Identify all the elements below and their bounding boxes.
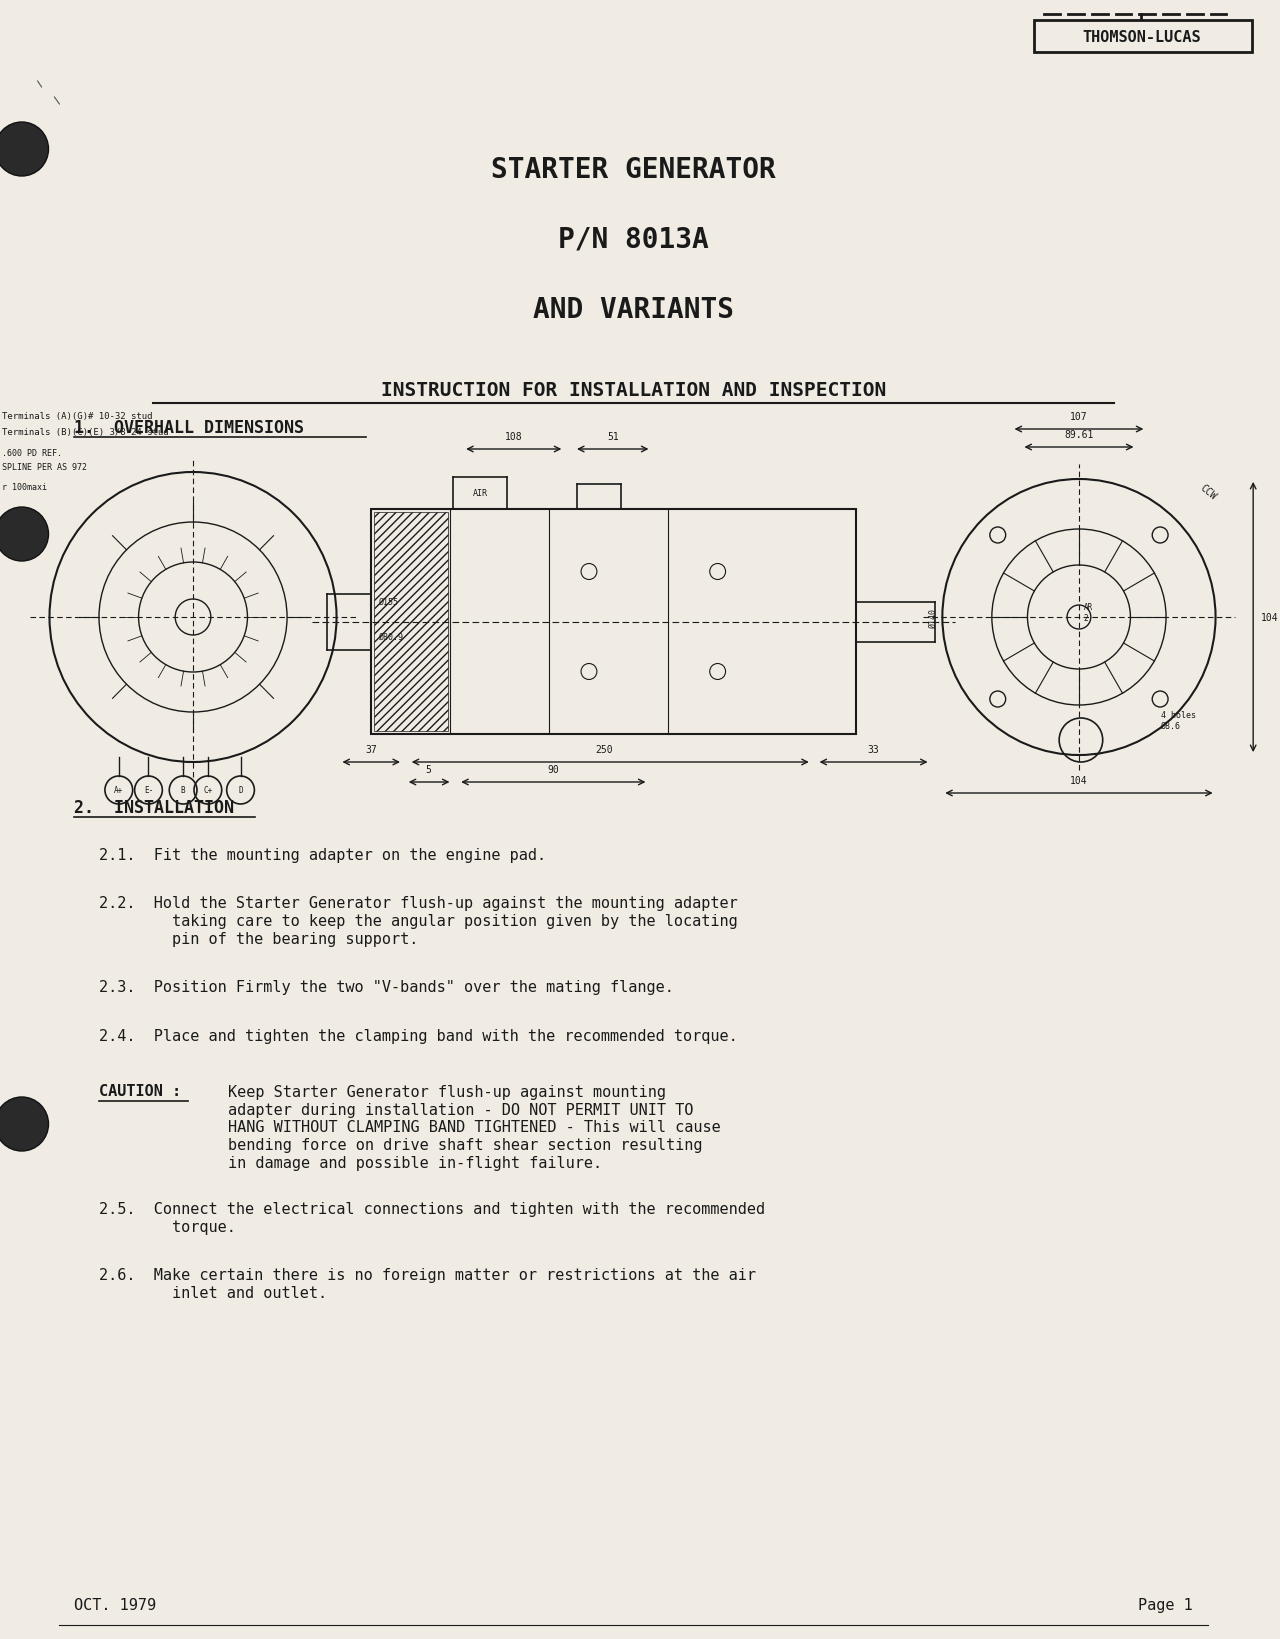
Text: 51: 51 [607, 431, 618, 443]
Text: 2.4.  Place and tighten the clamping band with the recommended torque.: 2.4. Place and tighten the clamping band… [99, 1028, 737, 1042]
Text: 5: 5 [426, 764, 431, 775]
Text: adapter during installation - DO NOT PERMIT UNIT TO: adapter during installation - DO NOT PER… [228, 1101, 692, 1116]
Text: 33: 33 [867, 744, 879, 754]
Text: Ø155: Ø155 [379, 598, 399, 606]
Text: 104: 104 [1261, 613, 1279, 623]
Text: 2.3.  Position Firmly the two "V-bands" over the mating flange.: 2.3. Position Firmly the two "V-bands" o… [99, 980, 673, 995]
Text: Keep Starter Generator flush-up against mounting: Keep Starter Generator flush-up against … [228, 1083, 666, 1098]
Text: B: B [180, 787, 186, 795]
Text: A+: A+ [114, 787, 123, 795]
Text: SPLINE PER AS 972: SPLINE PER AS 972 [3, 464, 87, 472]
Text: 108: 108 [504, 431, 522, 443]
Text: 2.6.  Make certain there is no foreign matter or restrictions at the air: 2.6. Make certain there is no foreign ma… [99, 1267, 756, 1283]
Text: AIR: AIR [472, 488, 488, 498]
Text: OCT. 1979: OCT. 1979 [74, 1598, 156, 1613]
Text: pin of the bearing support.: pin of the bearing support. [99, 933, 419, 947]
Text: r 100maxi: r 100maxi [3, 484, 47, 492]
Text: Page 1: Page 1 [1138, 1598, 1193, 1613]
Text: 1.  OVERHALL DIMENSIONS: 1. OVERHALL DIMENSIONS [74, 418, 305, 436]
Text: CCW: CCW [1198, 482, 1217, 502]
Text: P/N 8013A: P/N 8013A [558, 226, 709, 254]
Text: bending force on drive shaft shear section resulting: bending force on drive shaft shear secti… [228, 1137, 703, 1152]
Bar [371, 510, 856, 734]
Text: inlet and outlet.: inlet and outlet. [99, 1285, 328, 1301]
Text: STARTER GENERATOR: STARTER GENERATOR [492, 156, 776, 184]
Circle shape [0, 508, 49, 562]
Text: 2.  INSTALLATION: 2. INSTALLATION [74, 798, 234, 816]
Text: HANG WITHOUT CLAMPING BAND TIGHTENED - This will cause: HANG WITHOUT CLAMPING BAND TIGHTENED - T… [228, 1119, 721, 1134]
Bar [1034, 21, 1252, 52]
Text: 89.61: 89.61 [1064, 429, 1093, 439]
Text: Ø140: Ø140 [928, 608, 937, 628]
Text: in damage and possible in-flight failure.: in damage and possible in-flight failure… [228, 1155, 602, 1170]
Text: 250: 250 [595, 744, 613, 754]
Text: 2.5.  Connect the electrical connections and tighten with the recommended: 2.5. Connect the electrical connections … [99, 1201, 765, 1216]
Text: 107: 107 [1070, 411, 1088, 421]
Text: THOMSON-LUCAS: THOMSON-LUCAS [1082, 31, 1201, 46]
Text: 2.2.  Hold the Starter Generator flush-up against the mounting adapter: 2.2. Hold the Starter Generator flush-up… [99, 897, 737, 911]
Text: 37: 37 [365, 744, 378, 754]
Text: C+: C+ [204, 787, 212, 795]
Text: 2.1.  Fit the mounting adapter on the engine pad.: 2.1. Fit the mounting adapter on the eng… [99, 847, 547, 864]
Text: Terminals (A)(G)# 10-32 stud: Terminals (A)(G)# 10-32 stud [3, 411, 152, 420]
Text: AR
2: AR 2 [1084, 603, 1093, 623]
Text: CAUTION :: CAUTION : [99, 1083, 180, 1098]
Circle shape [0, 1098, 49, 1151]
Text: 90: 90 [548, 764, 559, 775]
Bar [374, 513, 448, 731]
Text: AND VARIANTS: AND VARIANTS [532, 295, 733, 325]
Circle shape [0, 123, 49, 177]
Text: Ø80.9: Ø80.9 [379, 633, 404, 641]
Text: Terminals (B)(C)(E) 3/8-24 stud: Terminals (B)(C)(E) 3/8-24 stud [3, 428, 169, 438]
Text: 104: 104 [1070, 775, 1088, 785]
Text: .600 PD REF.: .600 PD REF. [3, 447, 61, 457]
Text: torque.: torque. [99, 1219, 236, 1234]
Text: D: D [238, 787, 243, 795]
Text: taking care to keep the angular position given by the locating: taking care to keep the angular position… [99, 915, 737, 929]
Text: E-: E- [143, 787, 154, 795]
Text: 4 holes
Ø8.6: 4 holes Ø8.6 [1161, 711, 1196, 731]
Text: INSTRUCTION FOR INSTALLATION AND INSPECTION: INSTRUCTION FOR INSTALLATION AND INSPECT… [381, 380, 886, 400]
